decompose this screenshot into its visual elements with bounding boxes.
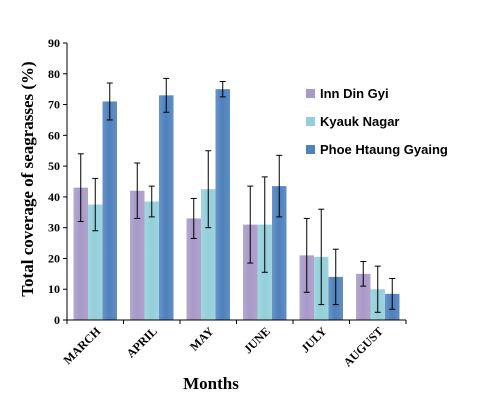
- y-tick-label: 90: [48, 36, 60, 50]
- bar-inn-din-gyi-may: [186, 218, 201, 320]
- bar-inn-din-gyi-june: [243, 224, 258, 320]
- error-bar: [77, 153, 84, 223]
- error-bars-layer: [77, 77, 396, 313]
- error-bar: [92, 177, 99, 232]
- bar-kyauk-nagar-march: [88, 204, 103, 320]
- x-tick-label-april: APRIL: [124, 324, 160, 360]
- error-bar: [389, 277, 396, 310]
- y-tick-label: 20: [48, 251, 60, 265]
- error-bar: [190, 197, 197, 239]
- bar-kyauk-nagar-may: [201, 189, 216, 320]
- legend-swatch: [306, 89, 315, 98]
- legend-item: Inn Din Gyi: [306, 86, 389, 101]
- legend-label: Phoe Htaung Gyaing: [320, 142, 448, 157]
- y-tick-label: 40: [48, 190, 60, 204]
- legend: Inn Din Gyi Kyauk Nagar Phoe Htaung Gyaing: [306, 86, 448, 157]
- error-bar: [163, 77, 170, 113]
- x-tick-label-may: MAY: [187, 324, 217, 354]
- x-axis-title: Months: [183, 374, 239, 393]
- bar-inn-din-gyi-march: [73, 187, 88, 320]
- y-tick-label: 10: [48, 282, 60, 296]
- error-bar: [303, 217, 310, 293]
- legend-swatch: [306, 145, 315, 154]
- bar-phoe-htaung-gyaing-june: [272, 186, 287, 320]
- axes-layer: [63, 42, 407, 324]
- error-bar: [247, 185, 254, 264]
- y-tick-label: 80: [48, 67, 60, 81]
- x-tick-label-june: JUNE: [241, 324, 273, 356]
- x-tick-label-march: MARCH: [60, 324, 103, 367]
- error-bar: [148, 185, 155, 218]
- error-bar: [332, 248, 339, 306]
- y-tick-label: 30: [48, 221, 60, 235]
- error-bar: [276, 154, 283, 218]
- error-bar: [360, 261, 367, 287]
- error-bar: [374, 265, 381, 313]
- error-bar: [106, 82, 113, 121]
- bar-phoe-htaung-gyaing-may: [215, 89, 230, 321]
- bar-inn-din-gyi-april: [130, 190, 145, 320]
- bar-kyauk-nagar-april: [144, 201, 159, 320]
- error-bar: [219, 80, 226, 98]
- bars-layer: [73, 89, 400, 321]
- y-tick-label: 0: [54, 313, 60, 327]
- legend-swatch: [306, 117, 315, 126]
- legend-item: Kyauk Nagar: [306, 114, 399, 129]
- y-axis-title: Total coverage of seagrasses (%): [18, 61, 37, 296]
- y-tick-label: 60: [48, 128, 60, 142]
- error-bar: [134, 162, 141, 219]
- y-tick-label: 70: [48, 98, 60, 112]
- bar-phoe-htaung-gyaing-april: [159, 95, 174, 320]
- legend-label: Inn Din Gyi: [320, 86, 389, 101]
- legend-label: Kyauk Nagar: [320, 114, 399, 129]
- error-bar: [318, 208, 325, 306]
- x-tick-label-august: AUGUST: [341, 324, 386, 369]
- x-tick-label-july: JULY: [298, 324, 330, 356]
- bar-phoe-htaung-gyaing-march: [102, 101, 117, 320]
- error-bar: [205, 150, 212, 229]
- legend-item: Phoe Htaung Gyaing: [306, 142, 448, 157]
- y-tick-label: 50: [48, 159, 60, 173]
- error-bar: [261, 176, 268, 273]
- bar-inn-din-gyi-august: [356, 273, 371, 320]
